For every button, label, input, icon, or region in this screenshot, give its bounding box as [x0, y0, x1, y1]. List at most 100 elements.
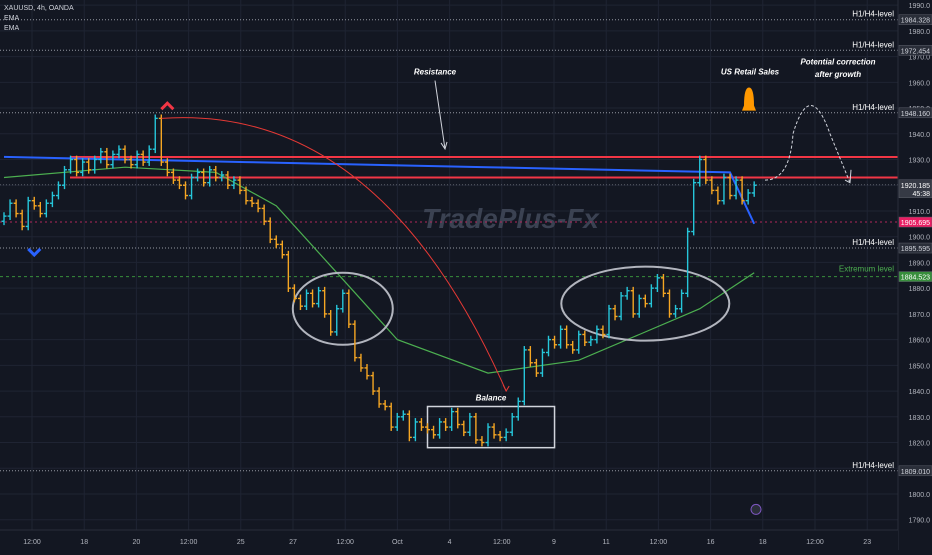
candle: [116, 145, 122, 159]
candle: [570, 340, 576, 354]
candle: [703, 155, 709, 184]
candle: [243, 186, 249, 205]
candle: [388, 402, 394, 431]
level-tag-1-text: 1972.454: [901, 48, 930, 55]
candle: [110, 150, 116, 169]
candle: [86, 158, 92, 174]
candle: [176, 176, 182, 190]
y-tick-label: 1900.0: [909, 235, 931, 242]
candle: [43, 199, 49, 218]
candle: [13, 199, 19, 218]
candle: [170, 168, 176, 184]
candle: [219, 171, 225, 182]
y-tick-label: 1870.0: [909, 312, 931, 319]
peak-marker-icon: [160, 101, 175, 111]
x-tick-label: 18: [759, 539, 767, 546]
x-axis-panel: [0, 530, 898, 550]
candle: [479, 436, 485, 447]
candles: [1, 114, 757, 447]
candle: [304, 289, 309, 311]
candle: [134, 150, 140, 169]
candle: [140, 150, 146, 166]
candle: [291, 284, 297, 303]
candle: [237, 176, 243, 195]
candle: [467, 412, 473, 437]
candle: [1, 212, 7, 226]
candle: [255, 199, 261, 213]
candle: [122, 145, 128, 164]
x-tick-label: 16: [707, 539, 715, 546]
candle: [92, 155, 98, 174]
x-tick-label: 12:00: [23, 539, 41, 546]
candle: [25, 196, 31, 231]
y-tick-label: 1980.0: [909, 29, 931, 36]
candle: [697, 155, 703, 187]
candle: [249, 196, 255, 208]
x-tick-label: 25: [237, 539, 245, 546]
y-tick-label: 1850.0: [909, 363, 931, 370]
candle: [431, 425, 437, 439]
candle: [152, 114, 158, 154]
level-tag-2-bg: [898, 107, 932, 119]
x-tick-label: 12:00: [180, 539, 198, 546]
x-tick-label: 12:00: [650, 539, 668, 546]
candle: [739, 176, 745, 205]
candle: [558, 325, 564, 349]
correction-arrow-head: [844, 169, 852, 184]
candle: [437, 418, 443, 439]
extremum-tag-bg: [898, 271, 932, 282]
candle: [201, 168, 207, 187]
resistance-arrow-head: [440, 141, 448, 151]
candle: [128, 155, 134, 169]
candle: [74, 155, 80, 177]
indicator-ema-1[interactable]: EMA: [4, 15, 20, 22]
y-tick-label: 1940.0: [909, 132, 931, 139]
candle: [648, 284, 654, 308]
candle: [667, 289, 672, 318]
candle: [231, 176, 237, 190]
candle: [207, 165, 213, 187]
candle: [425, 423, 430, 434]
candle: [515, 397, 521, 421]
candle: [37, 201, 43, 218]
level-tag-0-text: 1984.328: [901, 18, 930, 25]
candle: [733, 176, 739, 200]
candle: [485, 423, 491, 447]
balance-label: Balance: [476, 394, 507, 403]
current-price-tag-text: 1920.185: [901, 183, 930, 190]
candle: [340, 289, 346, 313]
y-tick-label: 1970.0: [909, 55, 931, 62]
correction-path: [764, 105, 851, 183]
candle: [679, 289, 685, 313]
correction-label-line1: Potential correction: [800, 57, 875, 66]
indicator-ema-2[interactable]: EMA: [4, 25, 20, 32]
symbol-title[interactable]: XAUUSD, 4h, OANDA: [4, 5, 74, 12]
candle: [225, 171, 231, 190]
level-tag-0-bg: [898, 14, 932, 25]
y-tick-label: 1790.0: [909, 518, 931, 525]
y-tick-label: 1820.0: [909, 441, 931, 448]
candle: [751, 181, 757, 197]
x-tick-label: 9: [552, 539, 556, 546]
candle: [267, 217, 273, 244]
resistance-annotation: Resistance: [414, 68, 457, 77]
candle: [346, 289, 352, 329]
candle: [449, 407, 455, 431]
curve-arrow-head: [502, 384, 510, 393]
candle: [376, 387, 382, 408]
candle: [316, 286, 322, 308]
ema-slow-line: [3, 155, 756, 225]
candle: [364, 364, 370, 380]
y-tick-label: 1960.0: [909, 80, 931, 87]
current-price-tag-bg: [898, 179, 932, 199]
candle: [564, 325, 570, 349]
candle: [68, 155, 74, 174]
candle: [461, 420, 467, 437]
candle: [31, 196, 37, 210]
candle: [600, 325, 606, 339]
candle: [473, 412, 479, 444]
candle: [273, 235, 279, 249]
candle: [443, 418, 449, 431]
